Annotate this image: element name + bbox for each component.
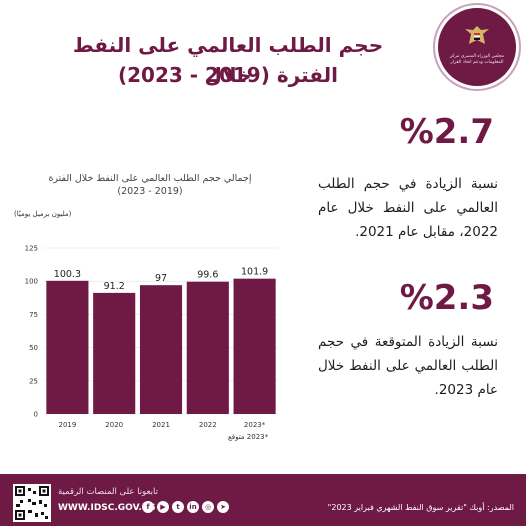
chart-subtitle: (2019 - 2023)	[117, 186, 183, 197]
chart-unit-label: (مليون برميل يوميًا)	[14, 210, 72, 218]
x-tick-label: 2019	[58, 421, 76, 429]
bar-chart: 0 25 50 75 100 125 100.3 2019 91.2 2020 97 2021 99.6…	[25, 245, 278, 429]
bar-2023*	[233, 278, 276, 414]
x-tick-label: 2022	[199, 421, 217, 429]
footer-bar	[0, 474, 526, 526]
social-icons: f ▶ t in ◎ ➤	[142, 501, 229, 513]
x-tick-label: 2020	[105, 421, 123, 429]
website-link[interactable]: WWW.IDSC.GOV.EG	[58, 503, 156, 513]
y-tick-label: 100	[25, 278, 38, 286]
data-label: 97	[155, 273, 167, 284]
y-tick-label: 0	[34, 411, 38, 419]
instagram-icon[interactable]: ◎	[202, 501, 214, 513]
stat-value-2023: %2.3	[399, 278, 494, 318]
chart-title: إجمالي حجم الطلب العالمي على النفط خلال …	[48, 173, 252, 184]
stat-description-2022: نسبة الزيادة في حجم الطلب العالمي على ال…	[318, 176, 498, 240]
follow-us-label: تابعونا على المنصات الرقمية	[58, 487, 158, 497]
logo-text: مجلس الوزراء المصري مركز المعلومات ودعم …	[449, 54, 505, 65]
twitter-icon[interactable]: t	[172, 501, 184, 513]
bar-2020	[93, 292, 136, 414]
bar-2022	[186, 281, 229, 414]
chart-footnote: *2023 متوقع	[228, 433, 269, 441]
x-tick-label: 2021	[152, 421, 170, 429]
y-tick-label: 50	[29, 344, 38, 352]
y-tick-label: 25	[29, 377, 38, 385]
facebook-icon[interactable]: f	[142, 501, 154, 513]
idsc-logo: مجلس الوزراء المصري مركز المعلومات ودعم …	[438, 8, 516, 86]
x-tick-label: 2023*	[244, 421, 266, 429]
qr-code-icon	[15, 486, 49, 520]
y-tick-label: 75	[29, 311, 38, 319]
linkedin-icon[interactable]: in	[187, 501, 199, 513]
data-label: 99.6	[197, 270, 218, 281]
page-title: حجم الطلب العالمي على النفط خلال	[72, 33, 384, 87]
qr-code[interactable]	[13, 484, 51, 522]
page-title-period: الفترة (2019 - 2023)	[118, 63, 338, 87]
source-note: المصدر: أوبك "تقرير سوق النفط الشهري فبر…	[327, 503, 514, 512]
stat-value-2022: %2.7	[399, 112, 494, 152]
bar-2019	[46, 280, 89, 414]
telegram-icon[interactable]: ➤	[217, 501, 229, 513]
data-label: 101.9	[241, 267, 268, 278]
data-label: 100.3	[54, 269, 81, 280]
y-tick-label: 125	[25, 245, 38, 253]
stat-description-2023: نسبة الزيادة المتوقعة في حجم الطلب العال…	[318, 334, 498, 398]
data-label: 91.2	[104, 281, 125, 292]
eagle-emblem-icon	[465, 26, 489, 44]
bar-2021	[139, 285, 183, 414]
youtube-icon[interactable]: ▶	[157, 501, 169, 513]
